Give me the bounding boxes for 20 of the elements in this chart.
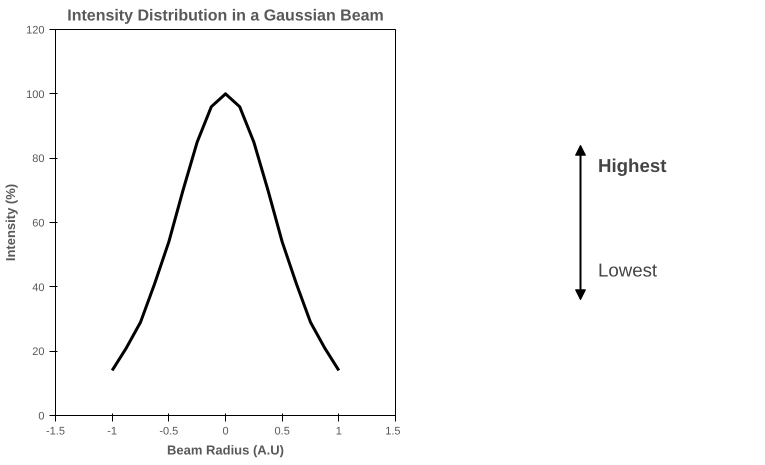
y-tick-label: 0 [38,410,45,422]
y-axis-title: Intensity (%) [3,184,18,262]
y-tick-label: 40 [32,282,45,294]
x-tick-label: -1 [107,426,118,438]
y-tick-label: 100 [26,88,45,101]
x-tick-label: 0.5 [274,426,290,438]
x-tick-label: -1.5 [46,426,65,438]
y-tick-label: 20 [32,346,45,358]
y-tick-label: 80 [32,153,45,166]
x-tick-label: 1 [336,426,342,438]
y-tick-label: 120 [26,24,45,36]
x-tick-label: 1.5 [385,426,401,438]
text: Highest [598,155,666,176]
line-series [110,92,340,372]
x-tick-label: 0 [222,426,229,438]
y-tick-label: 60 [32,218,45,230]
chart-title: Intensity Distribution in a Gaussian Beam [67,8,384,24]
text: Lowest [598,259,658,280]
x-axis-title: Beam Radius (A.U) [166,442,284,458]
x-tick-label: -0.5 [159,426,178,438]
